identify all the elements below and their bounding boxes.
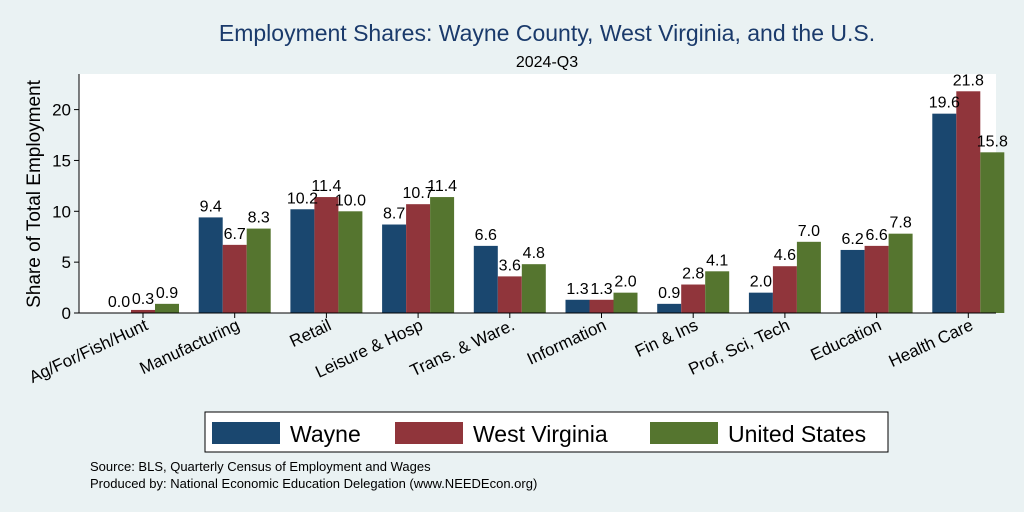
- bar: [796, 241, 821, 313]
- x-category-label: Information: [524, 315, 609, 368]
- data-label: 8.3: [248, 210, 270, 227]
- x-category-label: Education: [808, 315, 885, 364]
- data-label: 10.0: [335, 192, 366, 209]
- x-category-label: Ag/For/Fish/Hunt: [26, 315, 151, 387]
- legend-box: [204, 411, 889, 453]
- data-label: 1.3: [566, 281, 588, 298]
- bar: [338, 211, 363, 313]
- data-label: 7.8: [889, 215, 911, 232]
- source-note: Source: BLS, Quarterly Census of Employm…: [90, 459, 431, 474]
- data-label: 11.4: [311, 178, 341, 195]
- bar: [430, 197, 455, 313]
- x-category-label: Retail: [287, 315, 334, 351]
- bar: [980, 152, 1005, 313]
- data-label: 4.1: [706, 252, 728, 269]
- bars: [131, 91, 1005, 314]
- bar: [705, 271, 730, 313]
- bar: [222, 244, 247, 313]
- bar: [198, 217, 223, 313]
- data-label: 0.9: [156, 285, 178, 302]
- data-label: 0.9: [658, 285, 680, 302]
- legend-label: United States: [728, 421, 866, 447]
- bar: [772, 266, 797, 313]
- data-label: 11.4: [427, 178, 457, 195]
- bar: [155, 303, 179, 313]
- y-tick-label: 10: [52, 202, 71, 221]
- bar: [565, 299, 590, 313]
- data-label: 7.0: [798, 223, 820, 240]
- bar: [932, 113, 957, 314]
- data-label: 0.0: [108, 294, 130, 311]
- y-tick-label: 0: [62, 304, 71, 323]
- data-label: 0.3: [132, 291, 154, 308]
- data-label: 6.6: [475, 227, 497, 244]
- legend-swatch: [212, 422, 280, 444]
- y-axis-title: Share of Total Employment: [24, 79, 45, 307]
- data-label: 15.8: [977, 133, 1008, 150]
- y-tick-label: 15: [52, 151, 71, 170]
- data-label: 3.6: [499, 257, 521, 274]
- data-label: 4.6: [774, 247, 796, 264]
- bar: [657, 303, 682, 313]
- bar: [290, 209, 315, 313]
- bar: [314, 197, 339, 313]
- bar: [497, 276, 522, 313]
- x-category-label: Trans. & Ware.: [407, 315, 517, 380]
- data-label: 2.8: [682, 266, 704, 283]
- chart-title: Employment Shares: Wayne County, West Vi…: [219, 20, 875, 46]
- data-label: 6.7: [224, 226, 246, 243]
- x-category-label: Manufacturing: [137, 315, 243, 378]
- legend-label: West Virginia: [473, 421, 608, 447]
- bar: [473, 245, 498, 313]
- bar: [956, 91, 981, 313]
- x-category-label: Fin & Ins: [632, 315, 701, 361]
- legend-label: Wayne: [290, 421, 361, 447]
- bar: [521, 264, 546, 313]
- bar: [864, 245, 889, 313]
- y-tick-label: 20: [52, 101, 71, 120]
- y-ticks: 0 5 10 15 20: [52, 101, 79, 323]
- bar: [613, 292, 638, 313]
- bar: [131, 309, 155, 313]
- legend-swatch: [395, 422, 463, 444]
- data-label: 6.6: [865, 227, 887, 244]
- x-category-label: Prof, Sci, Tech: [686, 315, 793, 378]
- produced-by-note: Produced by: National Economic Education…: [90, 476, 537, 491]
- legend: Wayne West Virginia United States: [204, 411, 889, 453]
- data-label: 8.7: [383, 206, 405, 223]
- bar: [589, 299, 614, 313]
- bar: [246, 228, 271, 313]
- data-label: 9.4: [200, 198, 222, 215]
- data-label: 1.3: [590, 281, 612, 298]
- bar: [888, 233, 913, 313]
- chart-subtitle: 2024-Q3: [516, 54, 578, 71]
- x-category-label: Health Care: [886, 315, 976, 371]
- data-label: 2.0: [614, 274, 636, 291]
- data-labels: 0.0 0.3 0.99.46.78.310.211.410.08.710.711.…: [108, 72, 1008, 311]
- bar: [406, 204, 431, 313]
- bar: [840, 249, 865, 313]
- y-tick-label: 5: [62, 253, 71, 272]
- data-label: 10.7: [403, 185, 434, 202]
- data-label: 2.0: [750, 274, 772, 291]
- data-label: 6.2: [841, 231, 863, 248]
- legend-swatch: [650, 422, 718, 444]
- data-label: 19.6: [929, 95, 960, 112]
- data-label: 10.2: [287, 190, 318, 207]
- bar: [748, 292, 773, 313]
- bar: [681, 284, 706, 313]
- data-label: 4.8: [523, 245, 545, 262]
- bar: [382, 224, 407, 313]
- data-label: 21.8: [953, 72, 984, 89]
